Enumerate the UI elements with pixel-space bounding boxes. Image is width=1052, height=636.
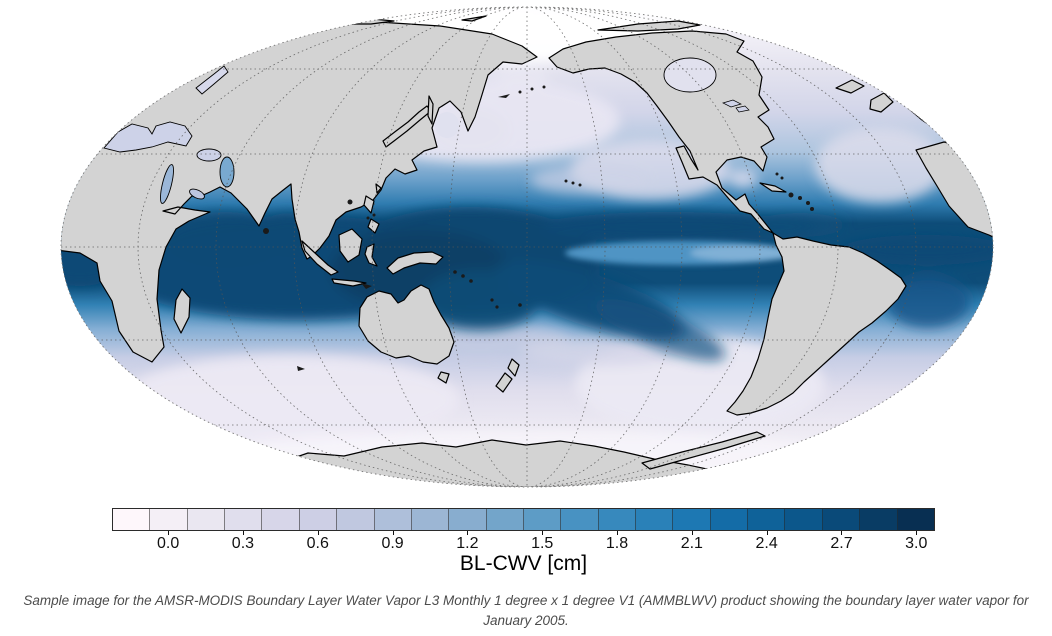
landmass-new-guinea [386, 251, 444, 275]
colorbar-tickmark [467, 531, 469, 535]
persian-gulf [189, 188, 205, 200]
colorbar-cell [636, 509, 674, 530]
colorbar-cell [113, 509, 151, 530]
landmass-british-isles [869, 92, 894, 113]
colorbar-tickmark [916, 531, 918, 535]
landmass-cuba-antilles [759, 182, 787, 193]
colorbar-cells [112, 508, 935, 531]
colorbar-tickmark [841, 531, 843, 535]
island-dots [263, 85, 814, 371]
black-sea [196, 148, 222, 162]
colorbar-cell [262, 509, 300, 530]
colorbar-cell [710, 509, 749, 530]
colorbar-cell [187, 509, 226, 530]
world-map [60, 6, 994, 488]
landmass-north-america [548, 30, 775, 234]
landmass-borneo [338, 228, 363, 263]
colorbar-tick-label: 1.8 [605, 535, 629, 552]
colorbar-cell [374, 509, 412, 530]
colorbar-tick-label: 2.7 [830, 535, 853, 552]
landmass-sumatra [301, 240, 339, 276]
colorbar-cell [673, 509, 711, 530]
colorbar-tickmark [392, 531, 394, 535]
colorbar-tick-label: 1.2 [456, 535, 479, 552]
landmass-sulawesi [364, 243, 378, 267]
colorbar-cell [785, 509, 823, 530]
colorbar-cell [411, 509, 450, 530]
colorbar-title: BL-CWV [cm] [459, 552, 588, 575]
colorbar-tick-label: 2.1 [680, 535, 703, 552]
colorbar-tick-label: 0.0 [156, 535, 180, 552]
colorbar-cell [150, 509, 188, 530]
colorbar-cell [449, 509, 487, 530]
colorbar-tickmark [317, 531, 319, 535]
map-boundary [60, 6, 994, 488]
colorbar-cell [523, 509, 562, 530]
colorbar-cell [897, 509, 934, 530]
caption-line-1: Sample image for the AMSR-MODIS Boundary… [23, 593, 1029, 608]
colorbar-cell [598, 509, 637, 530]
colorbar-cell [561, 509, 599, 530]
mediterranean-sea [103, 121, 193, 153]
colorbar-cell [748, 509, 786, 530]
landmass-antarctic-peninsula [641, 431, 766, 470]
landmass-philippines [363, 195, 380, 234]
colorbar-tick-label: 1.5 [531, 535, 554, 552]
sea-of-okhotsk [435, 112, 459, 138]
caption: Sample image for the AMSR-MODIS Boundary… [0, 591, 1052, 631]
colorbar-tick-label: 0.6 [306, 535, 329, 552]
caspian-sea [219, 156, 235, 188]
caption-line-2: January 2005. [483, 613, 569, 628]
colorbar-tick-label: 3.0 [905, 535, 928, 552]
colorbar-ticks: 0.0 0.3 0.6 0.9 1.2 1.5 1.8 2.1 2.4 2.7 3.0 [112, 531, 935, 557]
landmass-tasmania [437, 371, 450, 384]
colorbar-tickmark [766, 531, 768, 535]
red-sea [160, 164, 174, 204]
colorbar-tick-label: 0.3 [231, 535, 255, 552]
colorbar-tickmark [242, 531, 244, 535]
landmass-sakhalin [427, 95, 434, 125]
great-lakes [722, 99, 750, 113]
colorbar-cell [486, 509, 524, 530]
baltic-sea [195, 65, 229, 95]
colorbar-tick-label: 0.9 [381, 535, 404, 552]
landmass-madagascar [173, 288, 191, 334]
colorbar-tickmark [617, 531, 619, 535]
landmass-java [331, 278, 367, 287]
colorbar-cell [299, 509, 338, 530]
landmass-new-zealand [495, 358, 520, 393]
colorbar-cell [225, 509, 263, 530]
colorbar-cell [822, 509, 861, 530]
landmass-iceland [835, 79, 865, 94]
colorbar-cell [860, 509, 898, 530]
colorbar-tickmark [691, 531, 693, 535]
colorbar-tickmark [542, 531, 544, 535]
colorbar-tick-label: 2.4 [755, 535, 778, 552]
colorbar-cell [337, 509, 375, 530]
colorbar-tickmark [168, 531, 170, 535]
graticule [61, 7, 993, 487]
landmass-south-america [726, 232, 907, 416]
